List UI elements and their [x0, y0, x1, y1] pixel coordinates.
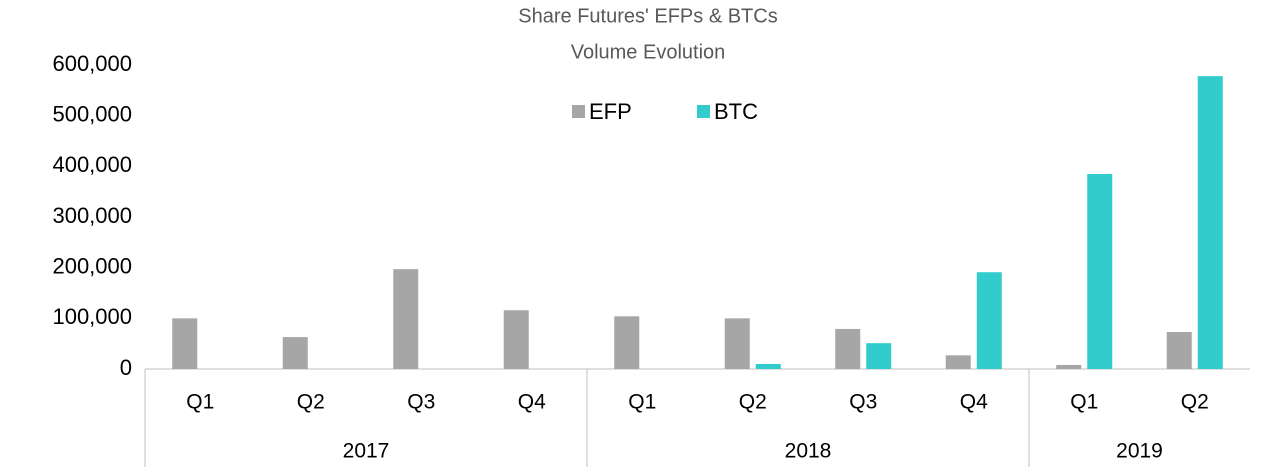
x-tick-label: Q1 [1070, 391, 1098, 414]
x-tick-label: Q2 [739, 391, 767, 414]
x-group-label: 2019 [1116, 440, 1163, 463]
legend-label: BTC [714, 99, 758, 124]
bar [724, 318, 750, 369]
x-tick-label: Q1 [186, 391, 214, 414]
bar [755, 363, 781, 369]
bar [1197, 76, 1223, 369]
y-tick-label: 200,000 [52, 253, 132, 278]
bar [976, 272, 1002, 369]
y-tick-label: 500,000 [52, 101, 132, 126]
y-tick-label: 400,000 [52, 152, 132, 177]
legend-label: EFP [589, 99, 632, 124]
x-tick-label: Q3 [849, 391, 877, 414]
chart-subtitle: Volume Evolution [571, 41, 726, 63]
x-tick-label: Q4 [518, 391, 546, 414]
x-tick-label: Q3 [407, 391, 435, 414]
bar [1166, 332, 1192, 369]
x-tick-label: Q1 [628, 391, 656, 414]
x-group-label: 2017 [343, 440, 390, 463]
y-tick-label: 300,000 [52, 203, 132, 228]
bar [614, 316, 640, 369]
x-group-label: 2018 [785, 440, 832, 463]
bar [1087, 173, 1113, 369]
bar [282, 337, 308, 369]
bar [172, 318, 198, 369]
bar [503, 310, 529, 369]
bar [393, 269, 419, 369]
x-tick-label: Q2 [297, 391, 325, 414]
bar [1056, 364, 1082, 369]
bar [866, 343, 892, 369]
x-tick-label: Q4 [960, 391, 988, 414]
legend-swatch [697, 105, 710, 118]
legend-swatch [572, 105, 585, 118]
chart-title: Share Futures' EFPs & BTCs [518, 5, 777, 27]
y-tick-label: 100,000 [52, 304, 132, 329]
bar [945, 355, 971, 369]
y-tick-label: 600,000 [52, 51, 132, 76]
bar [835, 328, 861, 369]
x-tick-label: Q2 [1181, 391, 1209, 414]
y-tick-label: 0 [120, 355, 132, 380]
